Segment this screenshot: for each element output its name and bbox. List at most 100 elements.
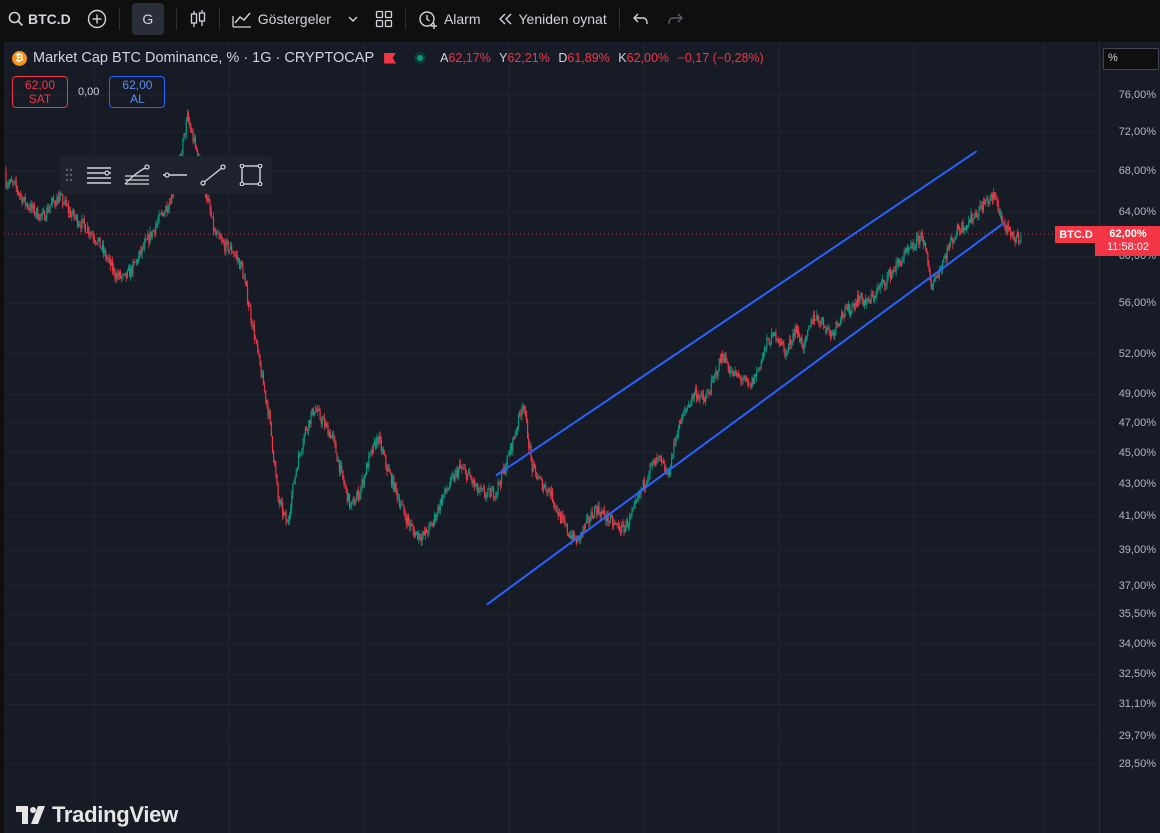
candle-body (378, 435, 380, 443)
candle-body (321, 419, 323, 424)
tradingview-logo[interactable]: TradingView (16, 802, 178, 828)
candle-body (818, 318, 820, 324)
candle-body (927, 253, 929, 265)
candle-body (534, 466, 537, 472)
axis-tick-label: 34,00% (1118, 637, 1156, 650)
candle-body (280, 501, 283, 503)
market-status-icon[interactable] (414, 52, 427, 64)
open-value: 62,17% (448, 51, 491, 65)
candle-body (426, 528, 428, 533)
candle-body (80, 225, 82, 229)
buy-button[interactable]: 62,00 AL (109, 76, 166, 108)
candle-body (682, 415, 684, 417)
candle-body (463, 468, 465, 470)
candle-body (716, 371, 718, 376)
candle-body (26, 203, 29, 208)
trend-line-tool[interactable] (194, 159, 232, 191)
candle-body (288, 515, 291, 520)
indicators-dropdown[interactable] (339, 0, 367, 38)
candle-body (249, 306, 251, 307)
candle-body (669, 468, 672, 475)
candle-body (485, 495, 487, 498)
layout-button[interactable] (367, 0, 401, 38)
candle-body (130, 266, 132, 277)
candle-body (234, 254, 236, 256)
candle-body (278, 498, 280, 504)
scale-unit-field[interactable]: % (1103, 48, 1159, 70)
candle-body (224, 243, 226, 252)
undo-button[interactable] (624, 0, 658, 38)
flag-icon[interactable] (384, 52, 397, 64)
candle-body (166, 205, 168, 212)
candle-body (31, 203, 33, 209)
fib-tool[interactable] (118, 159, 156, 191)
candle-body (345, 486, 347, 489)
alert-button[interactable]: Alarm (410, 0, 489, 38)
candle-body (105, 250, 107, 259)
legend-title[interactable]: Market Cap BTC Dominance, % · 1G · CRYPT… (33, 50, 375, 66)
candle-body (614, 523, 616, 524)
alarm-clock-icon (419, 11, 437, 29)
candle-body (651, 462, 653, 465)
candle-body (74, 217, 76, 219)
price-axis[interactable]: % 76,00% 72,00% 68,00% 64,00% 60,00% 56,00% 52… (1095, 42, 1160, 833)
candle-body (676, 435, 678, 437)
candle-body (711, 379, 714, 381)
candle-body (240, 261, 242, 269)
candle-body (701, 392, 703, 395)
candle-body (88, 227, 90, 235)
parallel-channel[interactable] (486, 150, 1005, 606)
trend-line-icon (200, 164, 226, 186)
chart-pane[interactable]: ₿ Market Cap BTC Dominance, % · 1G · CRY… (4, 42, 1099, 833)
candle-body (689, 404, 691, 407)
candle-body (639, 492, 641, 495)
drag-handle-icon[interactable] (64, 165, 74, 185)
candle-body (369, 453, 371, 456)
compare-button[interactable] (79, 0, 115, 38)
redo-button[interactable] (658, 0, 692, 38)
candle-body (209, 202, 211, 211)
candle-body (527, 420, 529, 439)
candle-body (382, 449, 385, 454)
candle-body (410, 523, 412, 527)
candle-body (364, 474, 367, 476)
candle-body (309, 420, 311, 425)
candle-body (900, 262, 902, 266)
candle-body (287, 519, 289, 523)
candle-body (192, 131, 194, 142)
chart-type-button[interactable] (181, 0, 215, 38)
rectangle-tool[interactable] (232, 159, 270, 191)
candle-body (996, 200, 998, 201)
replay-button[interactable]: Yeniden oynat (489, 0, 615, 38)
candle-body (233, 252, 235, 255)
candle-body (186, 113, 189, 121)
candle-body (786, 351, 788, 352)
parallel-channel-upper-line[interactable] (495, 150, 978, 477)
candle-body (113, 268, 115, 272)
candle-body (922, 238, 924, 245)
candle-body (643, 479, 646, 488)
horizontal-ray-tool[interactable] (156, 159, 194, 191)
symbol-search[interactable]: BTC.D (0, 0, 79, 38)
candle-body (729, 370, 732, 374)
candle-body (788, 339, 791, 347)
interval-button[interactable]: G (124, 0, 172, 38)
candle-body (142, 246, 144, 249)
candle-body (864, 299, 867, 305)
candle-body (358, 490, 360, 500)
candle-body (437, 506, 439, 515)
candle-body (262, 372, 265, 386)
candle-body (19, 194, 21, 195)
candle-body (131, 266, 133, 274)
candle-body (559, 512, 562, 523)
candle-body (334, 437, 336, 443)
candle-body (588, 516, 590, 523)
sell-button[interactable]: 62,00 SAT (12, 76, 68, 108)
candle-body (259, 354, 261, 366)
parallel-channel-lower-line[interactable] (486, 222, 1005, 606)
horizontal-lines-tool[interactable] (80, 159, 118, 191)
indicators-button[interactable]: Göstergeler (224, 0, 339, 38)
candle-body (776, 339, 778, 341)
candle-body (888, 269, 890, 275)
candle-body (53, 198, 55, 202)
